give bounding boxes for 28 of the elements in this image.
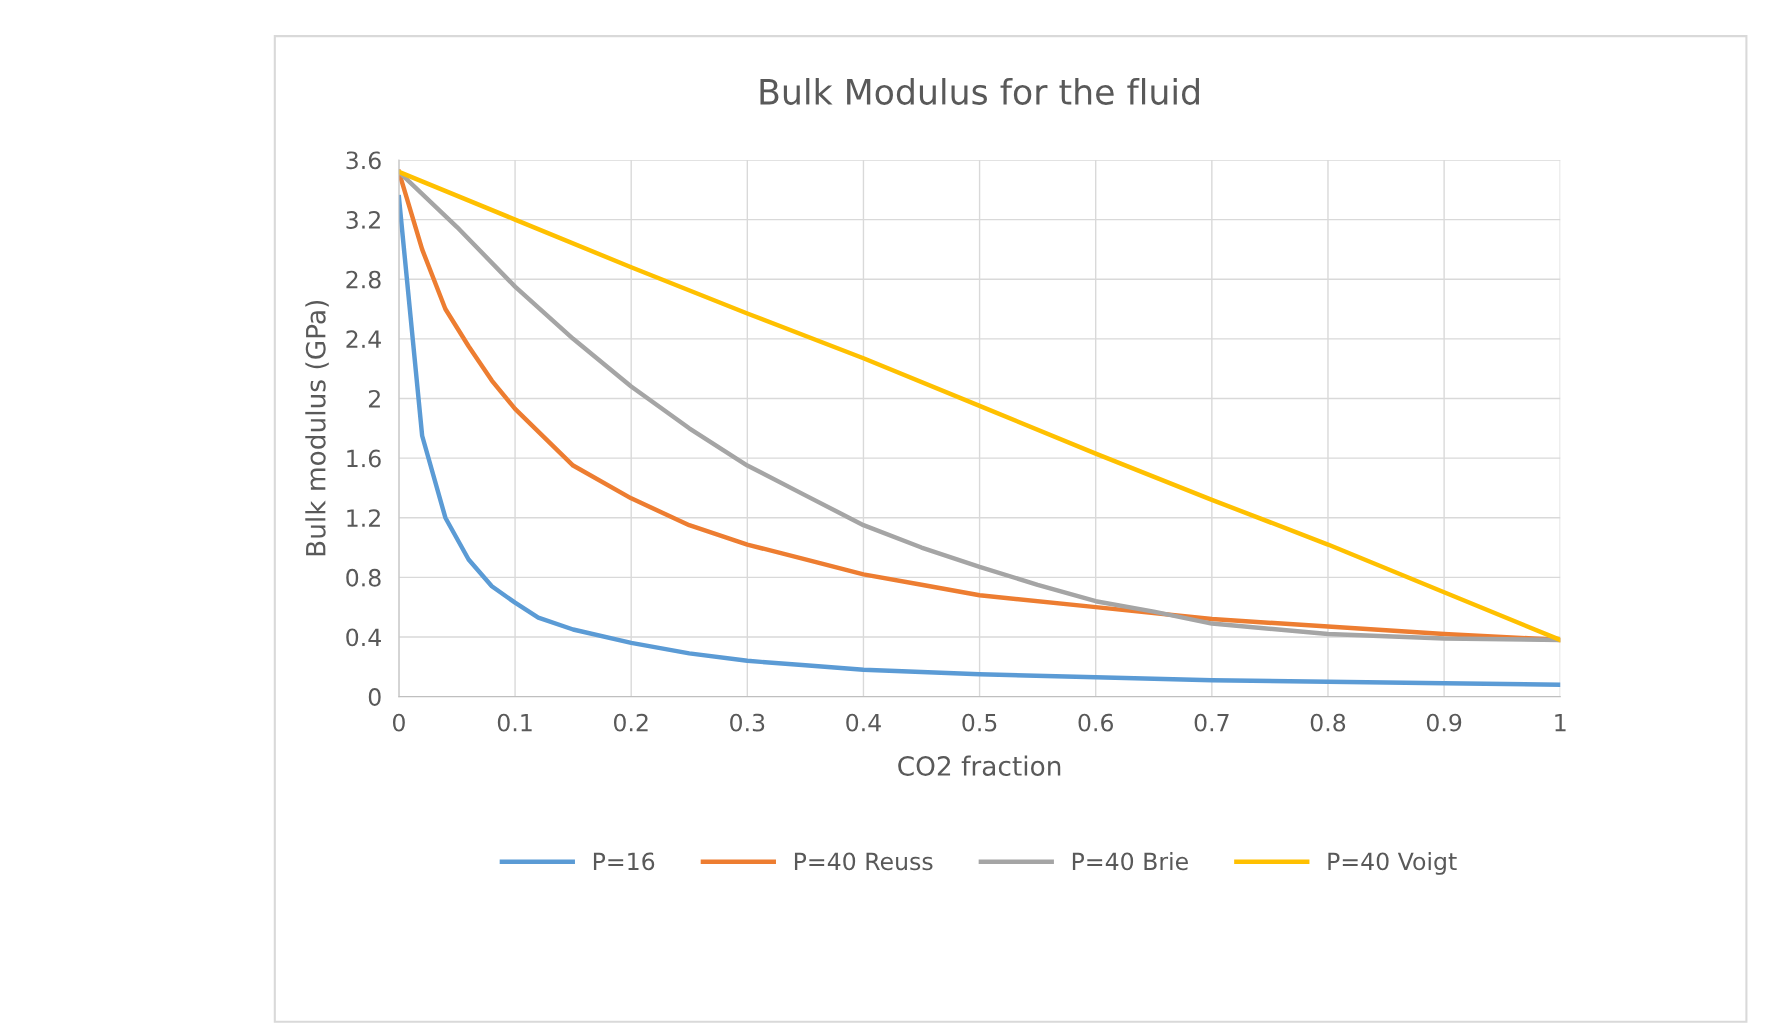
legend-label: P=40 Voigt bbox=[1328, 852, 1457, 875]
x-tick-label: 0.4 bbox=[846, 713, 881, 732]
y-tick-label: 2 bbox=[368, 389, 380, 408]
x-tick-label: 0.1 bbox=[497, 713, 532, 732]
chart-title: Bulk Modulus for the fluid bbox=[760, 78, 1199, 105]
y-tick-label: 3.2 bbox=[346, 211, 380, 229]
x-tick-label: 1 bbox=[1555, 713, 1566, 732]
legend-label: P=40 Brie bbox=[1072, 852, 1188, 871]
y-tick-label: 0.8 bbox=[346, 568, 381, 587]
y-tick-label: 3.6 bbox=[346, 151, 381, 170]
legend-label: P=40 Reuss bbox=[794, 852, 933, 871]
x-tick-label: 0.3 bbox=[730, 713, 765, 732]
x-tick-label: 0.9 bbox=[1426, 713, 1462, 732]
x-tick-label: 0.6 bbox=[1078, 713, 1113, 732]
x-tick-label: 0 bbox=[392, 713, 405, 732]
x-tick-label: 0.8 bbox=[1310, 713, 1346, 732]
y-tick-label: 2.8 bbox=[346, 270, 381, 289]
x-tick-label: 0.2 bbox=[613, 713, 648, 732]
x-tick-label: 0.5 bbox=[962, 713, 997, 732]
x-axis-title: CO2 fraction bbox=[898, 755, 1061, 776]
y-tick-label: 2.4 bbox=[346, 330, 381, 348]
x-tick-label: 0.7 bbox=[1194, 713, 1229, 732]
y-tick-label: 0 bbox=[368, 688, 381, 706]
y-tick-label: 1.2 bbox=[347, 509, 380, 527]
y-axis-title: Bulk modulus (GPa) bbox=[305, 300, 329, 556]
legend-label: P=16 bbox=[593, 852, 655, 871]
y-tick-label: 0.4 bbox=[346, 628, 381, 647]
y-tick-label: 1.6 bbox=[347, 449, 381, 468]
